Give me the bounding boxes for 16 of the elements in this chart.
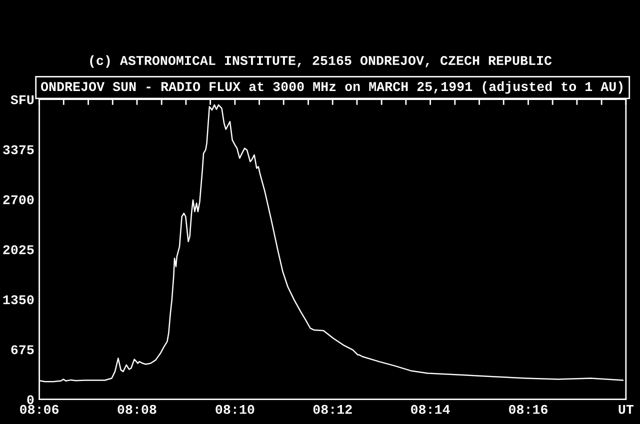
x-tick-label: 08:08	[118, 404, 156, 414]
y-tick-label: 675	[11, 345, 34, 354]
x-tick-label: 08:14	[411, 404, 450, 414]
y-tick-label: 2700	[3, 195, 34, 204]
x-tick-label: 08:06	[20, 404, 59, 414]
x-tick-label: 08:10	[216, 404, 254, 414]
x-tick-label: 08:16	[509, 404, 548, 414]
y-tick-label: 0	[27, 395, 34, 404]
y-tick-label: 2025	[3, 245, 34, 254]
chart-title: ONDREJOV SUN - RADIO FLUX at 3000 MHz on MARCH 25,1991 (adjusted to 1 AU)	[41, 81, 622, 94]
y-tick-label: 1350	[3, 295, 34, 304]
x-tick-label: 08:12	[313, 404, 352, 414]
y-tick-label: 3375	[3, 145, 34, 154]
text: (c) ASTRONOMICAL INSTITUTE, 25165 ONDREJOV, CZECH REPUBLIC	[90, 55, 552, 68]
x-tick-label: UT	[618, 405, 634, 414]
y-tick-label: SFU	[10, 95, 34, 104]
